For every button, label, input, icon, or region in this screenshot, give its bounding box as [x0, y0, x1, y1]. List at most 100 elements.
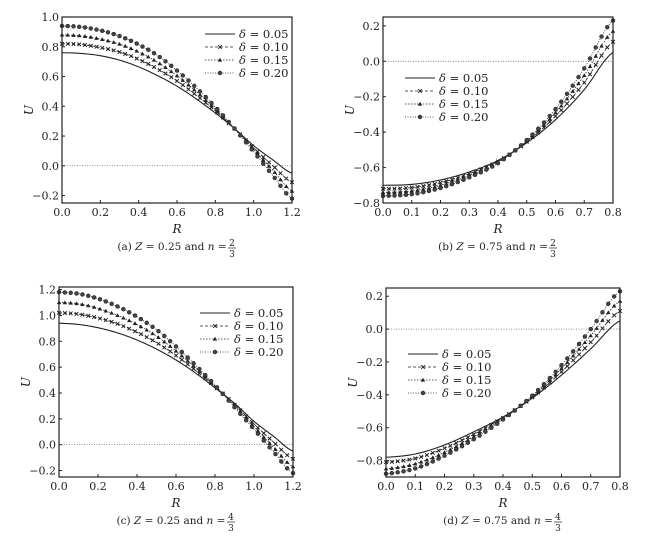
- legend-label: δ = 0.10: [239, 40, 289, 54]
- x-marker-icon: [88, 43, 93, 48]
- triangle-marker-icon: [186, 82, 191, 87]
- triangle-marker-icon: [559, 366, 564, 371]
- circle-marker-icon: [599, 34, 604, 39]
- circle-marker-icon: [128, 38, 134, 44]
- circle-marker-icon: [94, 27, 99, 32]
- x-marker-icon: [471, 432, 476, 437]
- triangle-marker-icon: [174, 73, 180, 78]
- circle-marker-icon: [217, 70, 223, 76]
- triangle-marker-icon: [418, 459, 424, 464]
- circle-marker-icon: [284, 466, 290, 471]
- circle-marker-icon: [501, 157, 506, 162]
- x-tick-label: 0.4: [128, 480, 146, 493]
- x-marker-icon: [163, 71, 168, 76]
- x-marker-icon: [156, 341, 161, 346]
- circle-marker-icon: [284, 191, 289, 196]
- circle-marker-icon: [518, 403, 523, 409]
- triangle-marker-icon: [115, 313, 120, 318]
- legend-label: δ = 0.10: [442, 360, 492, 374]
- x-marker-icon: [144, 334, 149, 340]
- legend-label: δ = 0.20: [239, 66, 289, 80]
- triangle-marker-icon: [582, 340, 588, 345]
- circle-marker-icon: [278, 183, 283, 189]
- circle-marker-icon: [409, 191, 414, 197]
- triangle-marker-icon: [111, 40, 116, 44]
- x-marker-icon: [150, 338, 155, 343]
- panel-d: 0.0 0.1 0.2 0.3 0.4 0.5 0.6 0.7 0.8 −0.8 −0.6 −0.4 −…: [346, 287, 629, 534]
- circle-marker-icon: [180, 73, 185, 78]
- triangle-marker-icon: [68, 300, 73, 305]
- x-marker-icon: [91, 314, 97, 320]
- triangle-marker-icon: [386, 190, 391, 194]
- circle-marker-icon: [564, 91, 570, 97]
- triangle-marker-icon: [179, 353, 185, 358]
- circle-marker-icon: [279, 459, 284, 464]
- x-marker-icon: [415, 184, 420, 190]
- circle-marker-icon: [151, 50, 157, 56]
- x-marker-icon: [570, 94, 575, 100]
- circle-marker-icon: [436, 456, 441, 461]
- triangle-marker-icon: [138, 324, 144, 329]
- triangle-marker-icon: [105, 38, 111, 43]
- circle-marker-icon: [65, 23, 70, 29]
- x-axis-label: R: [492, 222, 502, 236]
- x-marker-icon: [284, 176, 289, 181]
- x-marker-icon: [261, 431, 266, 436]
- x-marker-icon: [103, 317, 108, 323]
- triangle-marker-icon: [278, 177, 283, 182]
- triangle-marker-icon: [401, 464, 406, 469]
- x-tick-label: 0.5: [518, 206, 536, 219]
- x-tick-label: 0.7: [576, 206, 594, 219]
- panel-caption: (b) Z = 0.75 and n =: [438, 241, 548, 253]
- circle-marker-icon: [232, 126, 237, 131]
- x-marker-icon: [111, 48, 116, 53]
- triangle-marker-icon: [255, 151, 260, 156]
- x-marker-icon: [600, 326, 605, 331]
- x-marker-icon: [212, 323, 218, 329]
- circle-marker-icon: [418, 464, 424, 469]
- x-marker-icon: [217, 44, 223, 50]
- series-delta-0.15: [383, 298, 623, 471]
- circle-marker-icon: [140, 44, 145, 49]
- panel-caption: (c) Z = 0.25 and n =: [117, 515, 226, 527]
- circle-marker-icon: [169, 63, 174, 69]
- x-marker-icon: [553, 114, 558, 119]
- circle-marker-icon: [212, 349, 218, 355]
- x-marker-icon: [80, 312, 85, 317]
- x-marker-icon: [74, 311, 79, 317]
- circle-marker-icon: [232, 405, 237, 410]
- triangle-marker-icon: [132, 321, 138, 326]
- triangle-marker-icon: [442, 450, 447, 454]
- x-marker-icon: [576, 87, 581, 93]
- fraction-denominator: 3: [229, 250, 235, 260]
- circle-marker-icon: [518, 143, 524, 148]
- x-marker-icon: [449, 177, 455, 182]
- series-delta-0.20: [383, 289, 623, 476]
- triangle-marker-icon: [150, 331, 155, 336]
- x-marker-icon: [587, 72, 593, 77]
- circle-marker-icon: [77, 24, 82, 29]
- x-marker-icon: [424, 452, 430, 458]
- circle-marker-icon: [483, 429, 488, 434]
- triangle-marker-icon: [426, 185, 432, 190]
- x-marker-icon: [606, 319, 611, 324]
- fraction-denominator: 3: [555, 524, 561, 534]
- series-line: [385, 300, 621, 470]
- x-tick-label: 0.4: [130, 206, 148, 219]
- y-tick-label: −0.2: [356, 356, 383, 369]
- y-tick-label: 0.2: [39, 413, 57, 426]
- triangle-marker-icon: [123, 43, 128, 48]
- x-marker-icon: [100, 45, 105, 51]
- x-marker-icon: [97, 316, 103, 321]
- x-marker-icon: [559, 107, 564, 113]
- circle-marker-icon: [582, 66, 587, 71]
- x-tick-label: 0.2: [432, 206, 450, 219]
- triangle-marker-icon: [420, 377, 426, 382]
- circle-marker-icon: [605, 24, 610, 30]
- triangle-marker-icon: [417, 101, 423, 106]
- triangle-marker-icon: [553, 110, 558, 115]
- circle-marker-icon: [392, 193, 397, 198]
- x-marker-icon: [173, 353, 179, 358]
- x-marker-icon: [593, 62, 598, 67]
- triangle-marker-icon: [156, 335, 161, 340]
